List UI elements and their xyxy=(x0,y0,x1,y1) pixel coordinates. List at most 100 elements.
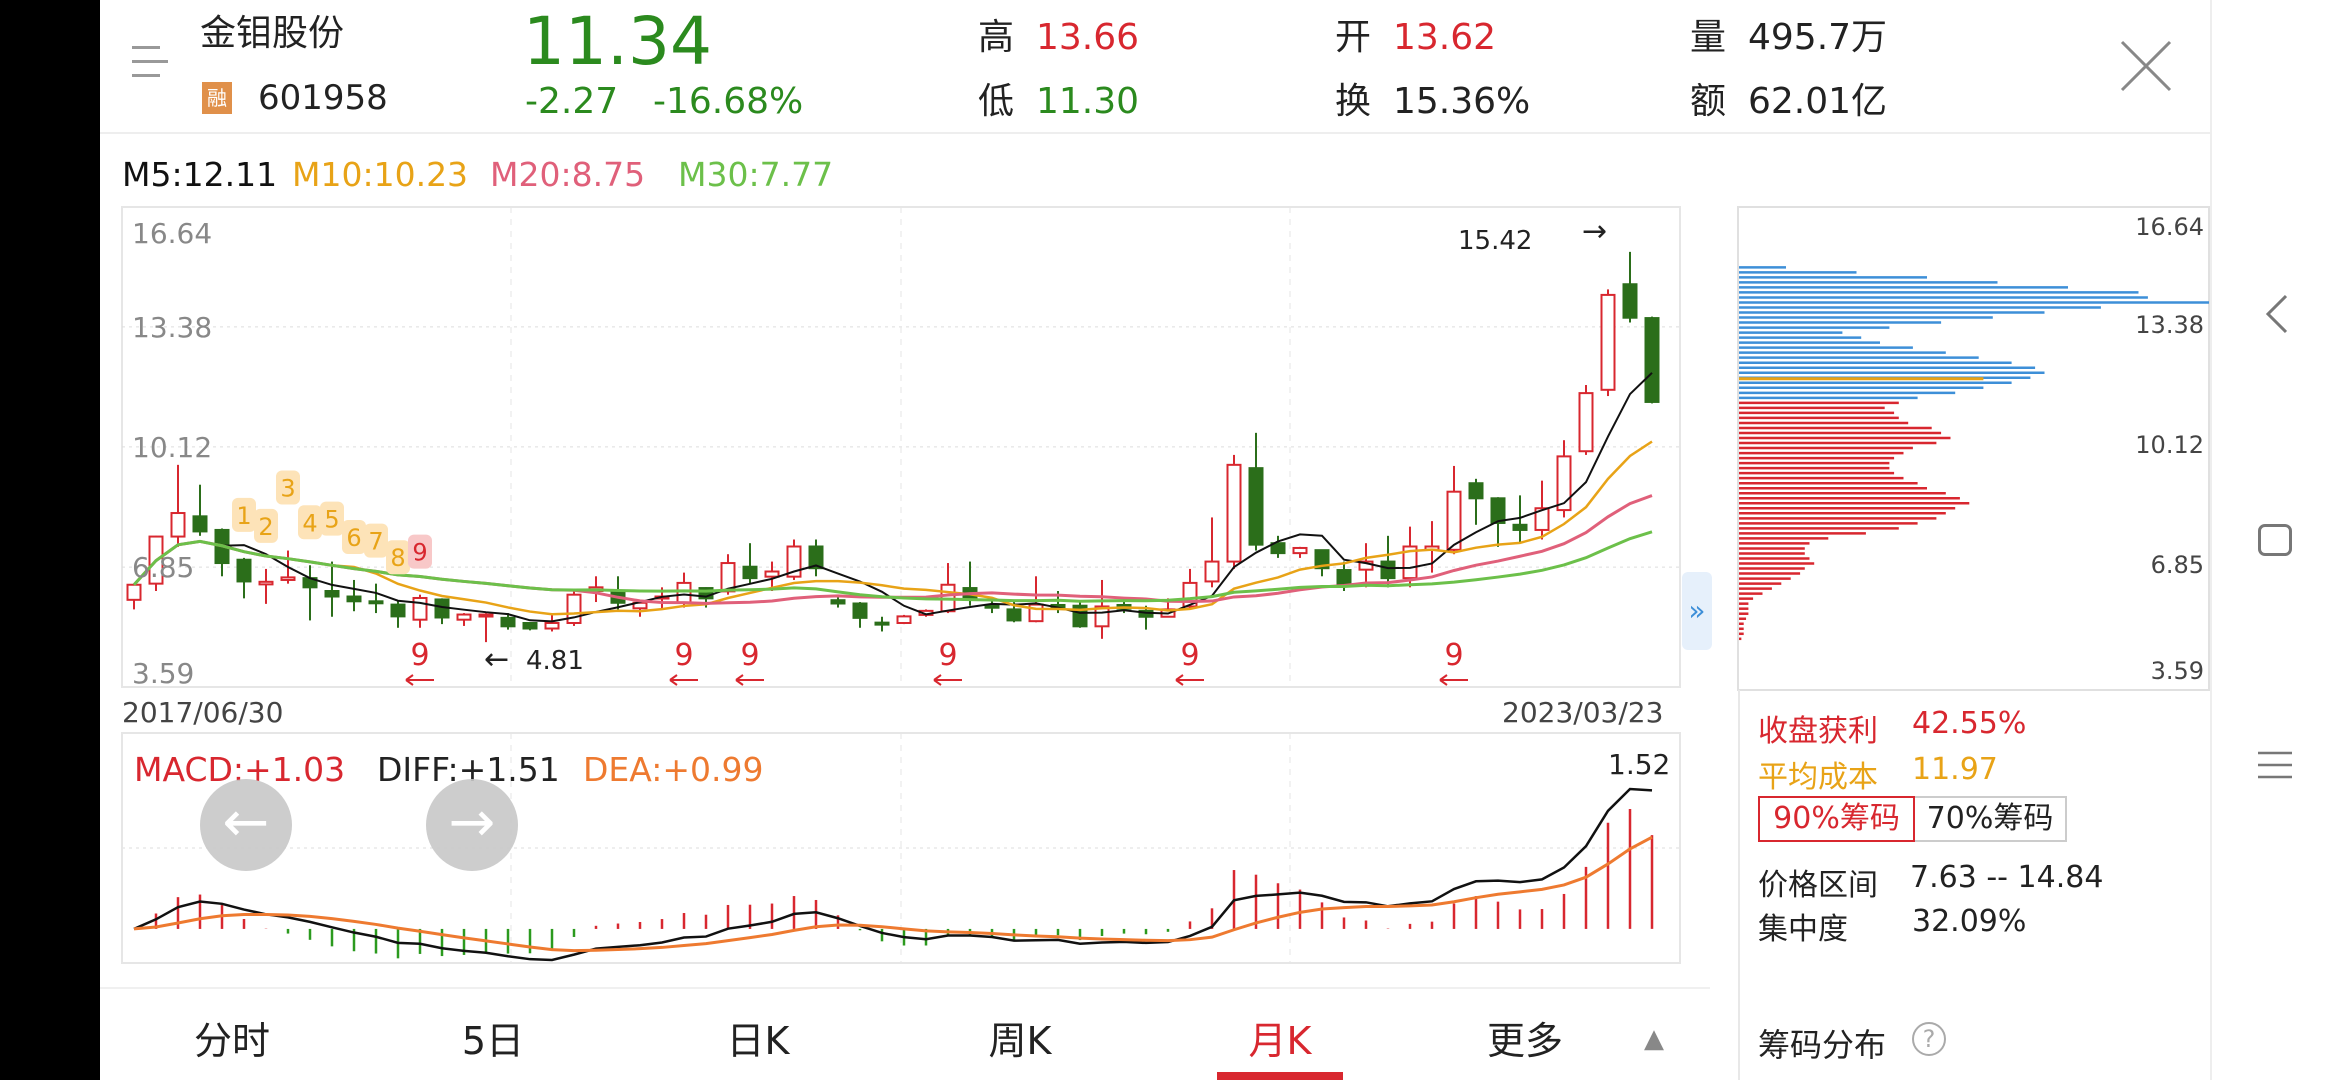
candle-body xyxy=(1336,569,1352,586)
open-label: 开 xyxy=(1335,17,1372,58)
header-divider xyxy=(100,132,2210,134)
candle-body xyxy=(1512,523,1528,531)
candle xyxy=(170,464,186,547)
td-count-label: 8 xyxy=(390,544,405,572)
low-annotation: 4.81 xyxy=(526,646,584,676)
td-bubble xyxy=(320,501,344,536)
candle-body xyxy=(544,622,560,630)
candle-body xyxy=(764,570,780,578)
price-range-value: 7.63 -- 14.84 xyxy=(1910,860,2104,895)
candle-body xyxy=(170,512,186,538)
price-range-label: 价格区间 xyxy=(1758,868,1878,903)
candle xyxy=(1512,495,1528,544)
td-bubble xyxy=(386,540,410,575)
triangle-up-icon[interactable]: ▲ xyxy=(1644,1024,1664,1054)
td-bubble xyxy=(298,505,322,540)
low-nine-label: 9 xyxy=(674,638,693,673)
candle-body xyxy=(1204,560,1220,583)
avg-cost-label: 平均成本 xyxy=(1758,760,1878,795)
td-count-label: 9 xyxy=(412,539,427,567)
tabs-divider xyxy=(100,987,1710,989)
candle xyxy=(1446,465,1462,555)
candle xyxy=(1622,251,1638,323)
candle-body xyxy=(786,545,802,578)
close-icon[interactable] xyxy=(2118,38,2174,94)
candle xyxy=(1402,526,1418,588)
stock-name: 金钼股份 xyxy=(200,13,345,54)
candle-body xyxy=(346,595,362,603)
low-nine-label: 9 xyxy=(1180,638,1199,673)
active-tab-indicator xyxy=(1217,1072,1343,1080)
chip-frame xyxy=(1737,206,2210,691)
low-nine-label: 9 xyxy=(1444,638,1463,673)
tab-2[interactable]: 日K xyxy=(726,1019,790,1063)
candle-body xyxy=(1270,542,1286,555)
candle xyxy=(500,613,516,630)
macd-chart xyxy=(133,787,1654,962)
home-icon[interactable] xyxy=(2258,524,2292,556)
candle-body xyxy=(698,587,714,600)
candle-body xyxy=(1446,490,1462,551)
tab-3[interactable]: 周K xyxy=(988,1019,1052,1063)
candle xyxy=(324,561,340,617)
tab-1[interactable]: 5日 xyxy=(461,1019,525,1063)
candle-body xyxy=(478,613,494,618)
candle-body xyxy=(874,621,890,626)
candle-body xyxy=(1534,507,1550,531)
chip-price-label: 6.85 xyxy=(2150,551,2204,580)
candle-body xyxy=(852,602,868,619)
tab-4[interactable]: 月K xyxy=(1248,1019,1312,1063)
chip-price-label: 10.12 xyxy=(2135,430,2204,459)
td-count-label: 7 xyxy=(368,528,383,556)
low-nine-label: 9 xyxy=(938,638,957,673)
candle xyxy=(896,614,912,625)
turnover-value: 15.36% xyxy=(1393,81,1531,122)
panel-border xyxy=(1738,690,1740,1080)
price-tick-label: 13.38 xyxy=(132,310,213,344)
candle xyxy=(258,568,274,604)
tab-5[interactable]: 更多 xyxy=(1486,1019,1563,1063)
help-icon[interactable]: ? xyxy=(1912,1022,1946,1056)
candle-body xyxy=(742,565,758,580)
menu-icon[interactable] xyxy=(132,42,176,82)
candle xyxy=(1380,535,1396,588)
td-count-label: 3 xyxy=(280,475,295,503)
stock-code: 601958 xyxy=(258,78,388,118)
open-value: 13.62 xyxy=(1393,17,1497,58)
arrow-right-icon[interactable]: → xyxy=(426,779,518,871)
chip-70-button[interactable]: 70%筹码 xyxy=(1915,796,2067,842)
candle-body xyxy=(1006,608,1022,622)
navigation-bar xyxy=(2210,0,2340,1080)
td-bubble xyxy=(408,534,432,569)
low-nine-label: 9 xyxy=(740,638,759,673)
chip-price-label: 16.64 xyxy=(2135,213,2204,241)
expand-icon[interactable]: » xyxy=(1682,572,1712,650)
td-bubble xyxy=(342,519,366,554)
concentration-value: 32.09% xyxy=(1912,904,2027,939)
start-date: 2017/06/30 xyxy=(122,696,284,729)
candle-body xyxy=(280,576,296,581)
ma-lines xyxy=(132,372,1653,623)
candle xyxy=(808,539,824,577)
candle-body xyxy=(1468,482,1484,500)
price-tick-label: 3.59 xyxy=(132,657,195,690)
candle-body xyxy=(126,583,142,601)
candle xyxy=(456,613,472,626)
ma10-line xyxy=(133,440,1653,616)
dea-label: DEA:+0.99 xyxy=(583,750,764,789)
chip-90-button[interactable]: 90%筹码 xyxy=(1758,796,1915,842)
candle-body xyxy=(808,545,824,570)
arrow-left-icon[interactable]: ← xyxy=(200,779,292,871)
candle-body xyxy=(984,604,1000,609)
amount-value: 62.01亿 xyxy=(1748,81,1888,122)
candle-body xyxy=(1402,545,1418,580)
macd-frame xyxy=(121,732,1681,964)
low-value: 11.30 xyxy=(1036,81,1140,122)
arrow-left-icon xyxy=(1439,674,1468,686)
tab-0[interactable]: 分时 xyxy=(193,1019,270,1063)
candle-body xyxy=(830,599,846,605)
price-tick-label: 6.85 xyxy=(132,551,195,585)
candle-body xyxy=(1226,463,1242,563)
high-label: 高 xyxy=(978,17,1015,58)
